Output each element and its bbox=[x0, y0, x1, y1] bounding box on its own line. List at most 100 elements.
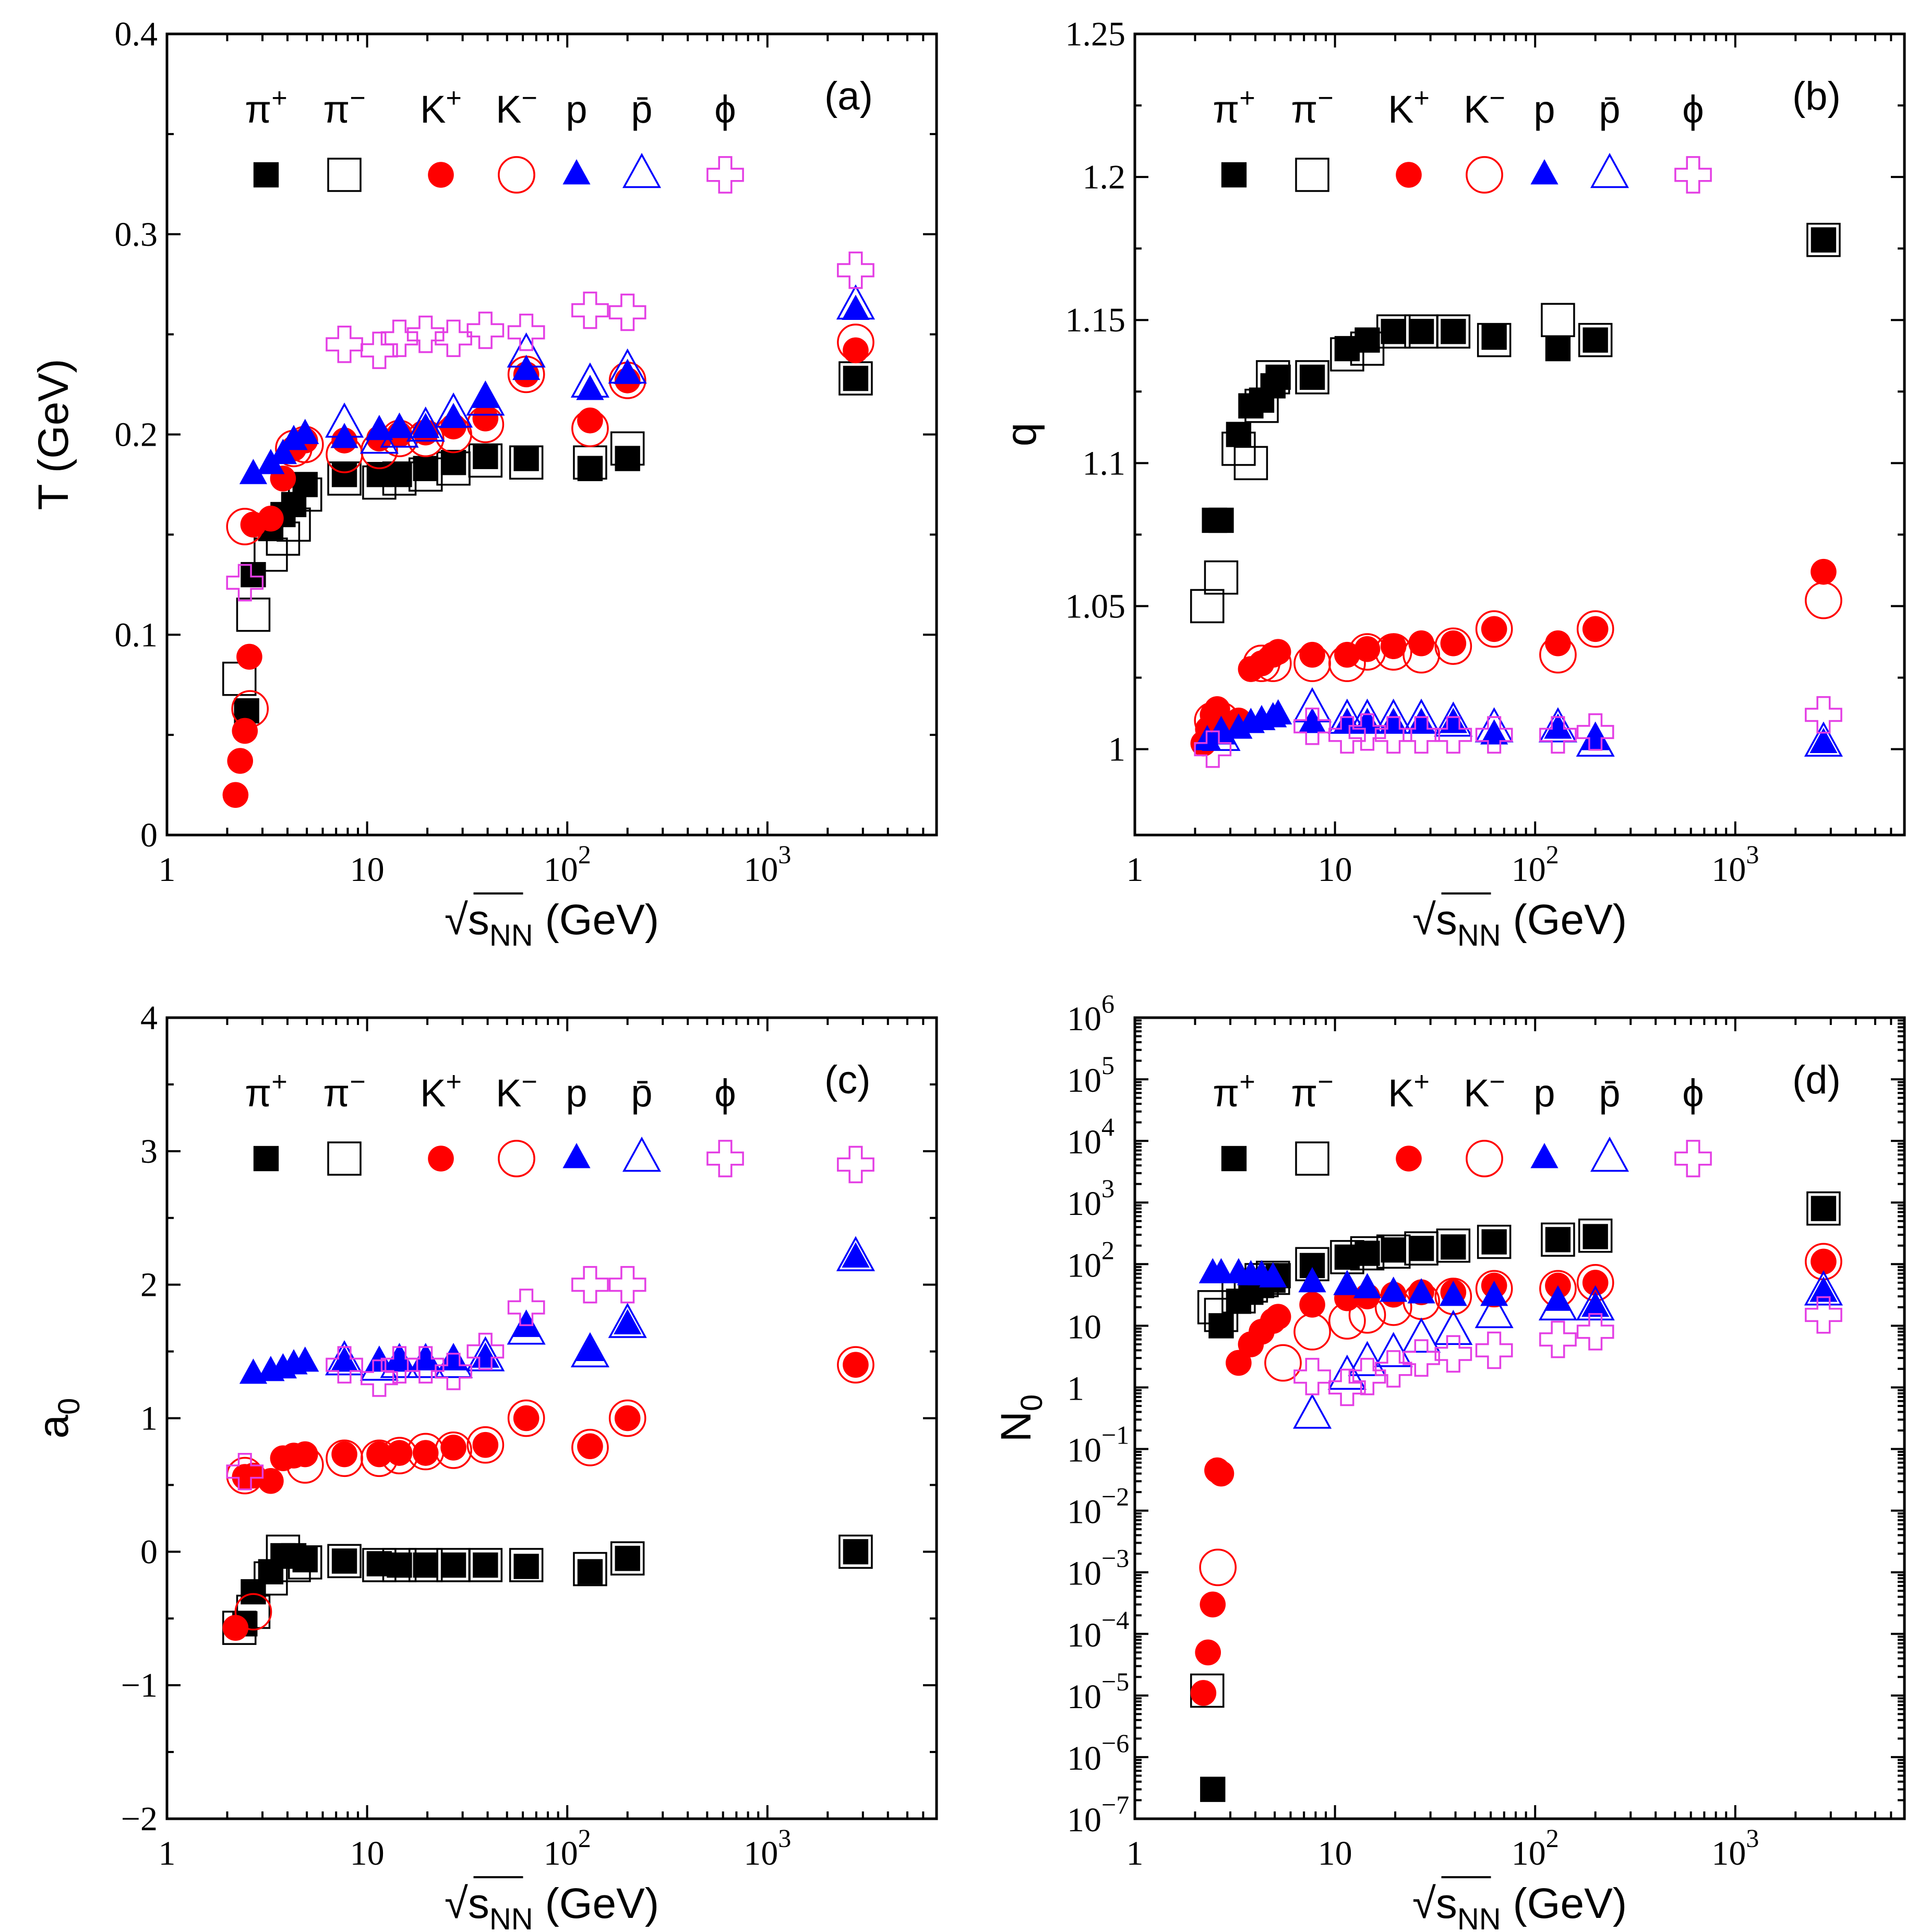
data-point bbox=[509, 445, 544, 480]
data-point bbox=[1233, 446, 1268, 481]
data-point bbox=[361, 1359, 398, 1397]
x-tick-label: 103 bbox=[1711, 840, 1759, 889]
data-point bbox=[571, 1266, 609, 1304]
data-point bbox=[1475, 1331, 1513, 1369]
data-point bbox=[286, 1446, 324, 1484]
data-point bbox=[1544, 713, 1572, 739]
series-group bbox=[222, 1352, 869, 1641]
data-point bbox=[1541, 303, 1575, 337]
data-point bbox=[1350, 1236, 1385, 1271]
data-point bbox=[1350, 331, 1385, 366]
data-point bbox=[266, 1534, 301, 1569]
y-tick-label: 0 bbox=[140, 816, 158, 854]
data-point bbox=[1293, 1313, 1331, 1351]
x-tick-label: 103 bbox=[1711, 1823, 1759, 1873]
data-point bbox=[1805, 1296, 1842, 1334]
data-point bbox=[1197, 1290, 1232, 1325]
data-point bbox=[1200, 1776, 1226, 1802]
y-tick-label: 10 bbox=[1067, 1308, 1101, 1346]
data-point bbox=[472, 406, 499, 432]
data-point bbox=[326, 1346, 363, 1384]
data-point bbox=[1811, 558, 1837, 585]
data-point bbox=[471, 383, 499, 408]
data-point bbox=[226, 508, 264, 545]
legend-marker bbox=[1396, 1146, 1422, 1172]
y-tick-label: −1 bbox=[121, 1666, 158, 1704]
y-tick-label: 1 bbox=[1108, 731, 1125, 769]
legend-marker bbox=[706, 1140, 744, 1177]
y-tick-label: 10−5 bbox=[1067, 1667, 1129, 1716]
data-point bbox=[440, 450, 466, 475]
data-point bbox=[1327, 1354, 1366, 1390]
data-point bbox=[1576, 713, 1614, 751]
legend-marker bbox=[498, 1140, 535, 1177]
data-point bbox=[837, 251, 874, 289]
data-point bbox=[1440, 630, 1467, 657]
data-point bbox=[226, 1452, 264, 1490]
data-point bbox=[838, 1534, 873, 1569]
data-point bbox=[277, 1548, 311, 1582]
data-point bbox=[412, 1440, 439, 1466]
data-point bbox=[1408, 1235, 1434, 1261]
legend-label: p bbox=[1533, 88, 1555, 131]
legend-label: π− bbox=[323, 83, 365, 131]
legend-marker bbox=[1590, 1136, 1629, 1172]
legend-marker bbox=[1396, 162, 1422, 188]
panel-label: (b) bbox=[1792, 74, 1841, 118]
data-point bbox=[1264, 699, 1292, 725]
legend-marker bbox=[622, 152, 662, 188]
data-point bbox=[1293, 1357, 1331, 1396]
data-point bbox=[239, 459, 268, 484]
data-point bbox=[1376, 1234, 1411, 1269]
legend-label: K− bbox=[496, 1067, 537, 1115]
data-point bbox=[576, 1335, 604, 1361]
data-point bbox=[1434, 701, 1473, 737]
legend-marker bbox=[498, 156, 535, 194]
data-point bbox=[382, 461, 417, 496]
data-point bbox=[1408, 630, 1434, 657]
x-tick-label: 10 bbox=[350, 1834, 385, 1873]
data-point bbox=[1221, 432, 1256, 466]
series-group bbox=[222, 361, 873, 696]
data-point bbox=[836, 284, 876, 320]
data-point bbox=[269, 438, 297, 464]
data-point bbox=[466, 1336, 505, 1372]
data-point bbox=[1204, 560, 1239, 595]
data-point bbox=[1348, 633, 1386, 671]
data-point bbox=[413, 456, 438, 481]
data-point bbox=[1539, 1320, 1577, 1358]
data-point bbox=[326, 325, 363, 363]
data-point bbox=[413, 1552, 438, 1578]
legend-label: π+ bbox=[1213, 1067, 1255, 1115]
data-point bbox=[1293, 687, 1332, 723]
y-tick-label: 0.2 bbox=[115, 416, 158, 454]
y-tick-label: 1.25 bbox=[1065, 15, 1126, 53]
data-point bbox=[236, 1594, 271, 1629]
data-point bbox=[1380, 633, 1407, 659]
data-point bbox=[366, 1441, 392, 1468]
data-point bbox=[408, 1548, 443, 1582]
data-point bbox=[1809, 1277, 1838, 1302]
series-group bbox=[1190, 222, 1841, 624]
legend-marker bbox=[1466, 1140, 1503, 1177]
data-point bbox=[837, 324, 874, 361]
data-point bbox=[1374, 1350, 1412, 1388]
data-point bbox=[473, 444, 498, 469]
legend: π+ π− K+ K− p p̄ ϕ bbox=[1213, 1067, 1712, 1177]
data-point bbox=[507, 1289, 545, 1327]
legend-marker bbox=[428, 162, 454, 188]
data-point bbox=[1545, 1227, 1571, 1253]
data-point bbox=[843, 1352, 869, 1378]
series-group bbox=[226, 1146, 874, 1490]
data-point bbox=[1576, 610, 1614, 648]
x-tick-label: 102 bbox=[1512, 1823, 1559, 1873]
data-point bbox=[1408, 318, 1434, 344]
data-point bbox=[1581, 1291, 1610, 1317]
data-point bbox=[577, 1433, 603, 1460]
legend-marker bbox=[253, 162, 279, 188]
data-point bbox=[1298, 1267, 1326, 1293]
data-point bbox=[434, 392, 473, 428]
series-group bbox=[239, 294, 870, 484]
series-group bbox=[226, 1346, 874, 1631]
data-point bbox=[1374, 633, 1412, 671]
